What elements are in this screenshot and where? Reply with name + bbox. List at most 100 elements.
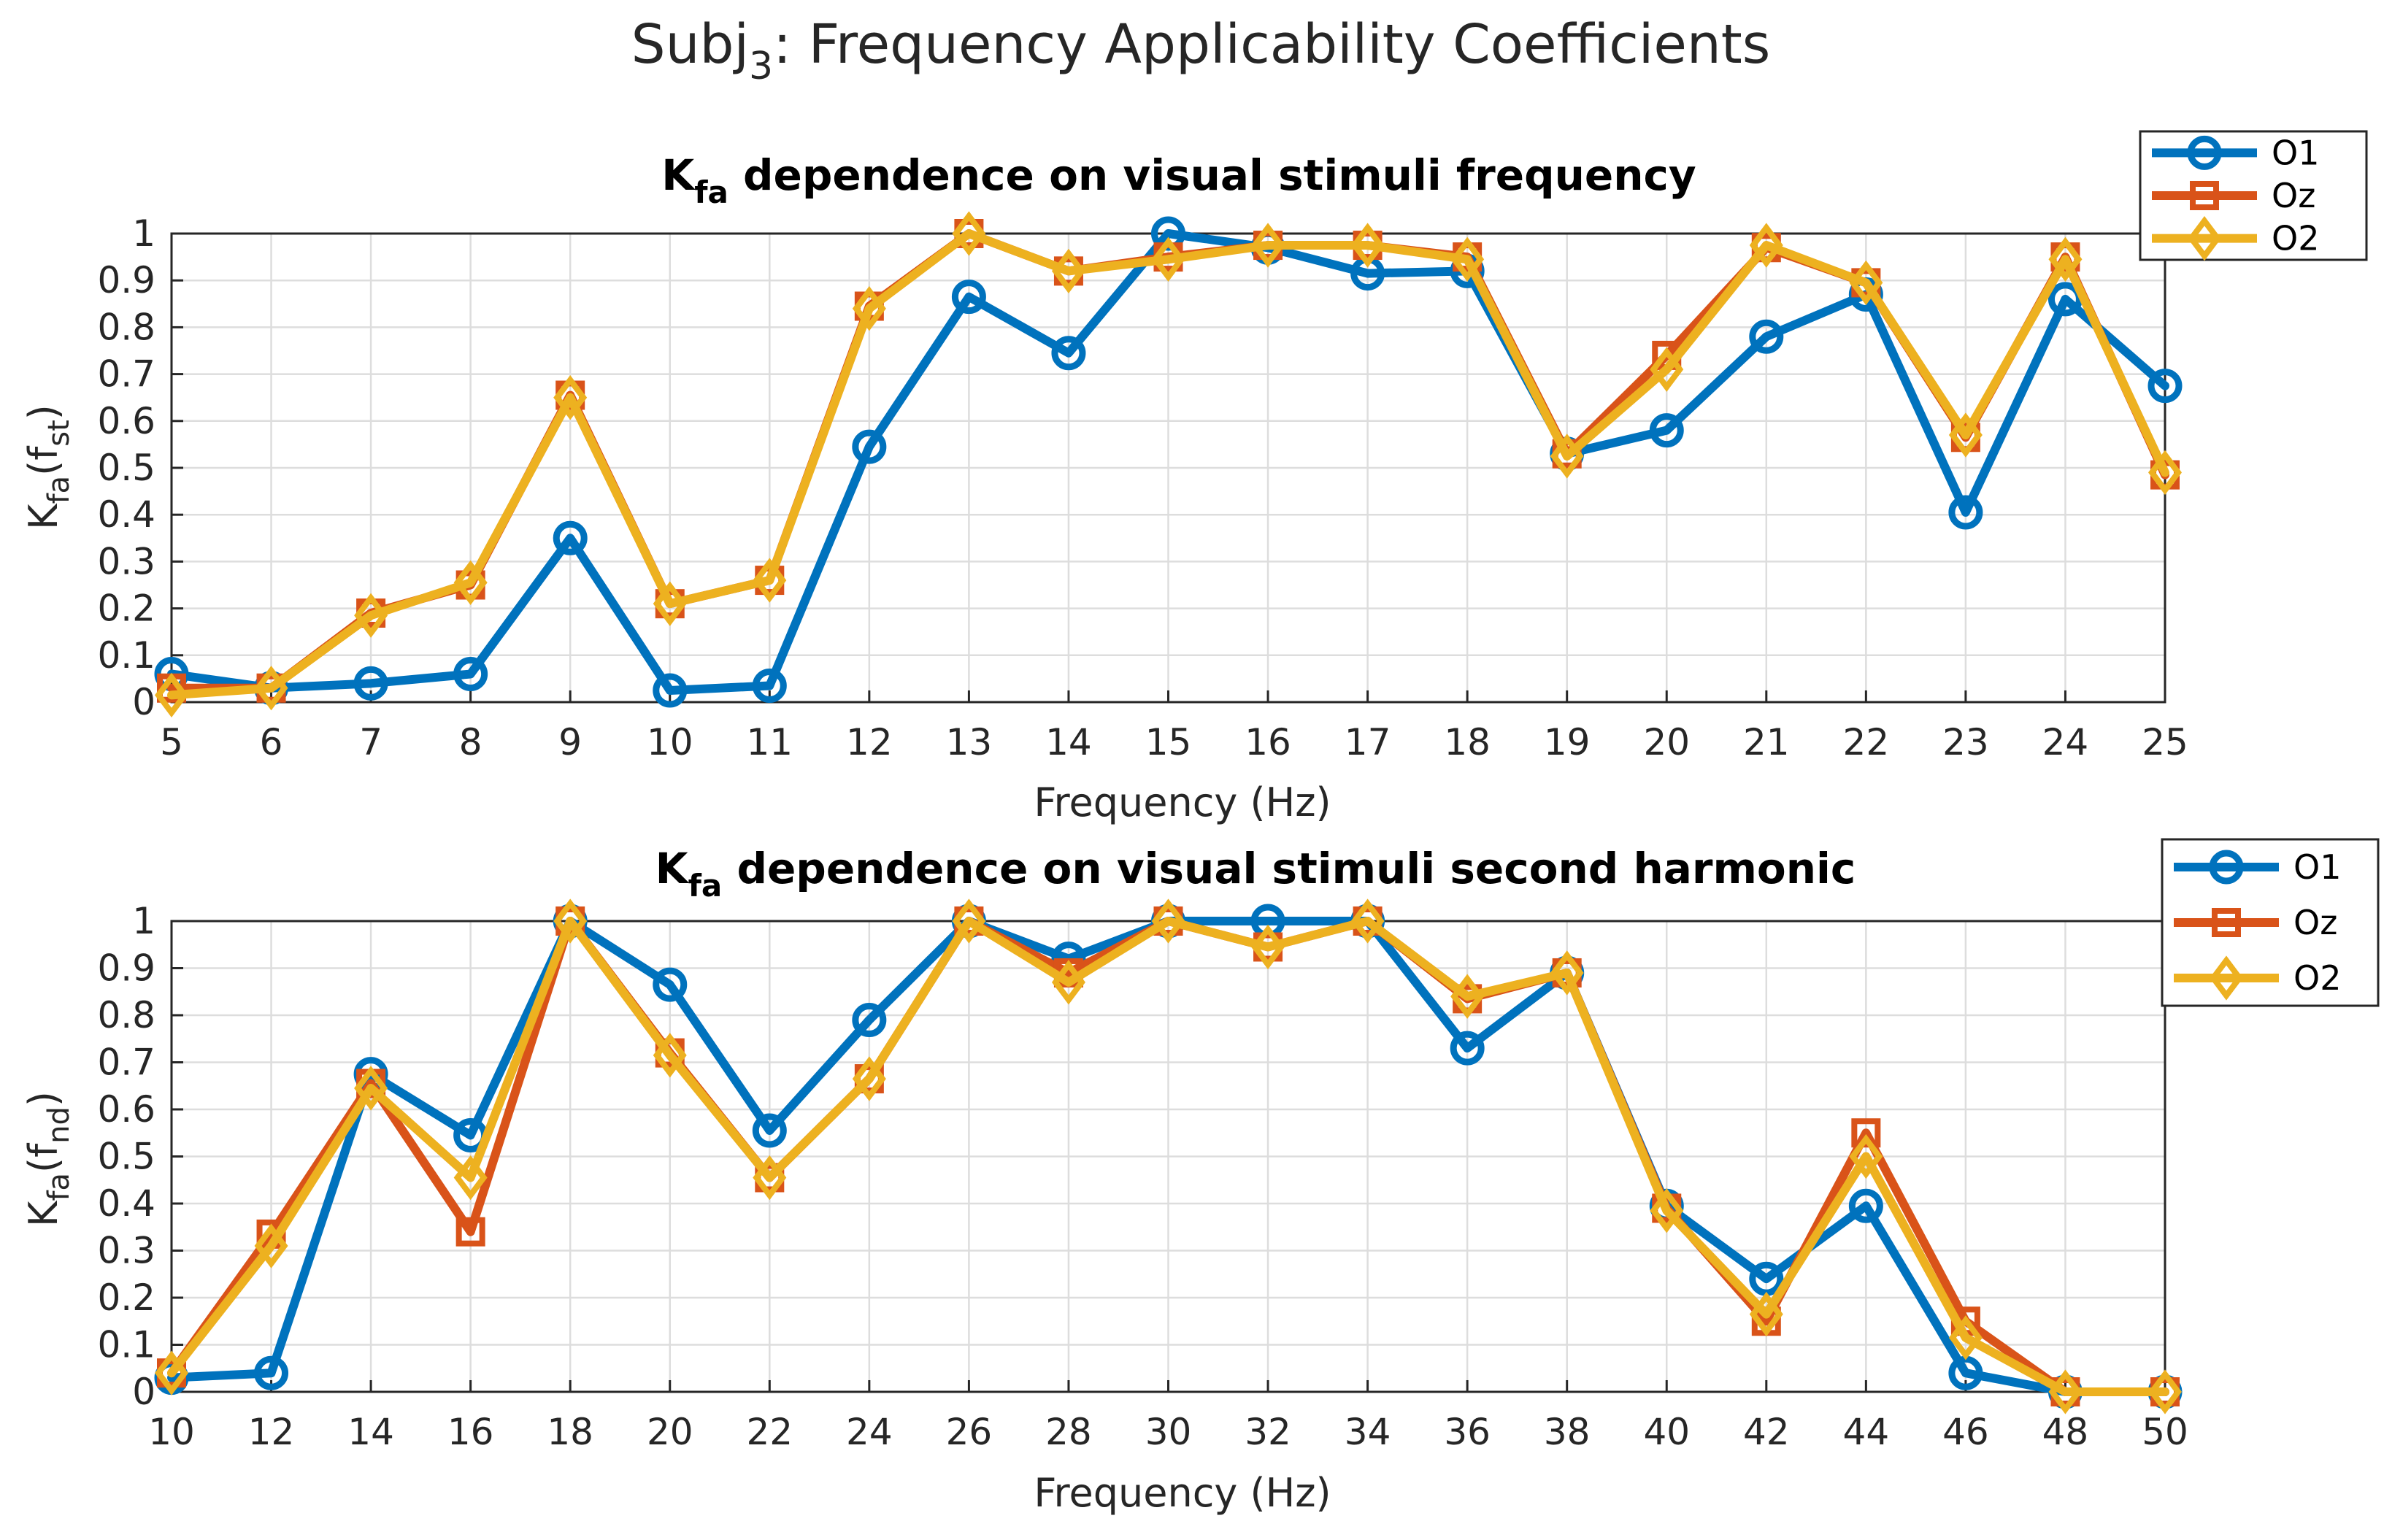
plot-1-point-o2 bbox=[2148, 1369, 2182, 1414]
plot-1-point-o2 bbox=[1151, 898, 1185, 944]
plot-1-ytick-label: 0.4 bbox=[97, 1182, 155, 1225]
plot-0-series-o2 bbox=[155, 211, 2182, 718]
plot-1-xtick-label: 12 bbox=[248, 1411, 295, 1453]
plot-1-legend-entry-o2: O2 bbox=[2174, 955, 2341, 1001]
plot-0-point-o2 bbox=[1749, 223, 1783, 268]
plot-0-xtick-label: 14 bbox=[1045, 721, 1092, 763]
plot-1-ytick-label: 0.2 bbox=[97, 1277, 155, 1319]
plot-0-ytick-label: 0.3 bbox=[97, 540, 155, 582]
plot-0-legend-marker bbox=[2188, 215, 2221, 261]
plot-1-point-o2 bbox=[653, 1033, 687, 1078]
plot-0-point-o2 bbox=[1251, 223, 1285, 268]
plot-1-xtick-label: 28 bbox=[1045, 1411, 1092, 1453]
plot-0-legend-entry-o2: O2 bbox=[2152, 215, 2319, 261]
plot-0-legend-label: Oz bbox=[2272, 176, 2315, 215]
plot-1-ylabel: Kfa(fnd) bbox=[20, 1091, 76, 1227]
plot-0-legend-label: O2 bbox=[2272, 219, 2319, 258]
plot-0-legend-entry-oz: Oz bbox=[2152, 176, 2315, 215]
plot-1-point-o1 bbox=[653, 967, 688, 1002]
plot-0-ytick-label: 1 bbox=[132, 212, 155, 255]
plot-1-legend-label: O1 bbox=[2293, 847, 2341, 887]
plot-stimuli-frequency: Kfa dependence on visual stimuli frequen… bbox=[20, 130, 2368, 825]
plot-1-point-o2 bbox=[852, 1056, 886, 1101]
figure-title: Subj3: Frequency Applicability Coefficie… bbox=[631, 13, 1771, 88]
plot-1-xtick-label: 26 bbox=[946, 1411, 993, 1453]
plot-0-ytick-label: 0.4 bbox=[97, 493, 155, 536]
plot-0-xtick-label: 19 bbox=[1544, 721, 1591, 763]
plot-0-point-o2 bbox=[1450, 236, 1485, 282]
plot-1-point-o1 bbox=[1450, 1031, 1485, 1066]
plot-0-ylabel: Kfa(fst) bbox=[20, 404, 76, 530]
plot-1-point-o1 bbox=[852, 1002, 887, 1037]
plot-1-point-o2 bbox=[155, 1350, 188, 1395]
plot-0-point-o1 bbox=[1649, 413, 1684, 448]
plot-1-xtick-label: 20 bbox=[647, 1411, 693, 1453]
plot-0-point-o1 bbox=[653, 673, 688, 708]
plot-1-xtick-label: 50 bbox=[2142, 1411, 2188, 1453]
plot-0-legend-marker bbox=[2190, 181, 2219, 210]
plot-1-point-o2 bbox=[1749, 1291, 1783, 1337]
plot-1-legend-marker bbox=[2210, 955, 2243, 1001]
plot-0-point-o1 bbox=[852, 429, 887, 464]
plot-0-xtick-label: 10 bbox=[647, 721, 693, 763]
plot-0-xtick-label: 12 bbox=[846, 721, 893, 763]
plot-0-xtick-label: 21 bbox=[1743, 721, 1790, 763]
plot-0-legend-marker bbox=[2187, 135, 2222, 170]
plot-0-xtick-label: 24 bbox=[2042, 721, 2089, 763]
plot-1-point-o2 bbox=[753, 1155, 787, 1201]
plot-1-line-o2 bbox=[167, 917, 2169, 1396]
plot-0-ytick-label: 0.5 bbox=[97, 447, 155, 489]
plot-1-ytick-label: 0.8 bbox=[97, 994, 155, 1036]
plot-1-point-oz bbox=[1851, 1118, 1881, 1148]
plot-1-ytick-label: 0.9 bbox=[97, 947, 155, 990]
plot-1-point-o2 bbox=[1948, 1315, 1983, 1360]
plot-0-point-o2 bbox=[1051, 248, 1085, 294]
plot-0-point-o1 bbox=[752, 669, 787, 704]
plot-0-xtick-label: 13 bbox=[946, 721, 993, 763]
plot-0-point-o2 bbox=[952, 211, 986, 256]
plot-0-xtick-label: 18 bbox=[1444, 721, 1491, 763]
plot-1-point-oz bbox=[455, 1217, 485, 1247]
plot-1-point-o2 bbox=[453, 1155, 488, 1201]
plot-0-point-o1 bbox=[951, 280, 986, 315]
plot-0-xtick-label: 7 bbox=[359, 721, 382, 763]
plot-0-point-o2 bbox=[254, 666, 288, 711]
plot-0-point-o1 bbox=[1051, 336, 1086, 371]
plot-0-xtick-label: 20 bbox=[1643, 721, 1690, 763]
plot-0-ytick-label: 0.1 bbox=[97, 634, 155, 677]
plot-1-point-o2 bbox=[2048, 1369, 2083, 1414]
plot-0-point-o2 bbox=[453, 560, 488, 605]
plot-0-ytick-label: 0.8 bbox=[97, 306, 155, 348]
plot-0-ytick-label: 0.7 bbox=[97, 353, 155, 396]
plot-1-legend-entry-oz: Oz bbox=[2174, 903, 2337, 942]
plot-1-legend-entry-o1: O1 bbox=[2174, 847, 2341, 887]
plot-0-point-o2 bbox=[1350, 223, 1385, 268]
plot-1-xtick-label: 42 bbox=[1743, 1411, 1790, 1453]
plot-0-legend-label: O1 bbox=[2272, 133, 2319, 172]
plot-0-point-o1 bbox=[1749, 319, 1784, 354]
plot-0-line-o1 bbox=[167, 229, 2169, 695]
plot-1-xtick-label: 30 bbox=[1145, 1411, 1192, 1453]
plot-1-xtick-label: 16 bbox=[447, 1411, 494, 1453]
plot-0-point-o1 bbox=[553, 520, 588, 555]
plot-1-point-o2 bbox=[1350, 898, 1385, 944]
plot-0-point-o2 bbox=[1650, 347, 1684, 392]
plot-0-point-o2 bbox=[155, 672, 188, 718]
plot-0-ytick-label: 0.2 bbox=[97, 588, 155, 630]
plot-0-point-o2 bbox=[2148, 450, 2182, 496]
plot-1-legend-marker bbox=[2209, 850, 2244, 885]
plot-0-point-o1 bbox=[1948, 495, 1983, 530]
plot-0-xtick-label: 6 bbox=[260, 721, 283, 763]
plot-0-point-o2 bbox=[354, 593, 388, 638]
plot-0-xtick-label: 5 bbox=[160, 721, 183, 763]
plot-0-legend: O1 Oz O2 bbox=[2139, 130, 2368, 261]
plot-1-xtick-label: 24 bbox=[846, 1411, 893, 1453]
plot-0-point-o2 bbox=[2048, 236, 2083, 282]
plot-1-series-o2 bbox=[155, 898, 2182, 1414]
plot-1-ytick-label: 0.6 bbox=[97, 1088, 155, 1131]
plot-0-point-o2 bbox=[1948, 412, 1983, 458]
plot-0-point-o2 bbox=[653, 581, 687, 626]
plot-1-point-o2 bbox=[952, 898, 986, 944]
